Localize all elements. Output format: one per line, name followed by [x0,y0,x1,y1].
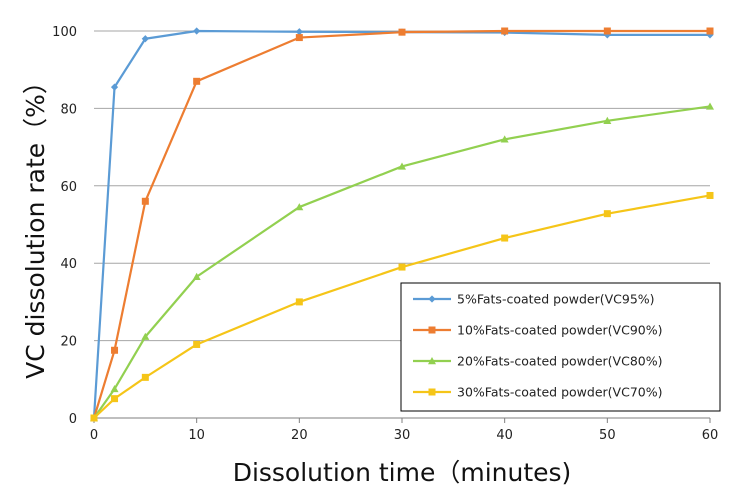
data-point [90,414,98,422]
data-point [193,77,201,85]
legend-swatch-marker [428,388,436,396]
data-point [500,135,509,143]
data-point [141,197,149,205]
legend-item: 10%Fats-coated powder(VC90%) [413,323,662,338]
data-point [110,83,119,91]
x-tick-label: 60 [702,428,719,443]
y-tick-label: 40 [60,257,77,272]
series-2 [90,27,714,422]
data-point [706,27,714,35]
x-tick-label: 30 [394,428,411,443]
legend-item: 20%Fats-coated powder(VC80%) [413,354,662,369]
legend-label: 20%Fats-coated powder(VC80%) [457,354,662,369]
y-tick-label: 80 [60,102,77,117]
data-point [398,28,406,36]
y-tick-label: 60 [60,180,77,195]
data-point [603,116,612,124]
data-point [398,263,406,271]
y-axis-title: VC dissolution rate（%） [21,69,50,379]
x-tick-label: 20 [291,428,308,443]
legend-label: 30%Fats-coated powder(VC70%) [457,385,662,400]
y-tick-label: 100 [52,25,77,40]
data-point [295,203,304,211]
legend-item: 30%Fats-coated powder(VC70%) [413,385,662,400]
data-point [111,395,119,403]
x-tick-label: 50 [599,428,616,443]
data-point [193,340,201,348]
data-point [111,346,119,354]
data-point [398,162,406,170]
data-point [295,34,303,42]
x-tick-label: 10 [188,428,205,443]
data-point [603,27,611,35]
data-point [501,27,509,35]
x-axis-title: Dissolution time（minutes) [233,458,572,487]
legend-swatch-marker [428,357,436,365]
series-group [90,27,714,422]
data-point [501,234,509,242]
data-point [295,298,303,306]
data-point [706,102,714,110]
data-point [295,28,303,36]
data-point [706,191,714,199]
data-point [110,384,119,393]
legend: 5%Fats-coated powder(VC95%) 10%Fats-coate… [400,282,721,412]
y-tick-label: 20 [60,335,77,350]
data-point [141,35,149,43]
x-tick-label: 40 [496,428,513,443]
legend-swatch-marker [428,295,436,303]
data-point [603,210,611,218]
tick-labels: 0 20 40 60 80 100 0 10 20 30 40 50 60 [52,25,718,443]
y-tick-label: 0 [69,412,77,427]
series-4 [90,191,714,422]
data-point [193,27,201,35]
axes [93,417,711,423]
legend-label: 10%Fats-coated powder(VC90%) [457,323,662,338]
data-point [141,373,149,381]
legend-swatch-marker [428,326,436,334]
data-point [192,272,201,280]
data-point [141,332,150,340]
legend-item: 5%Fats-coated powder(VC95%) [413,292,655,307]
legend-label: 5%Fats-coated powder(VC95%) [457,292,655,307]
legend-box [400,282,721,412]
x-tick-label: 0 [90,428,98,443]
